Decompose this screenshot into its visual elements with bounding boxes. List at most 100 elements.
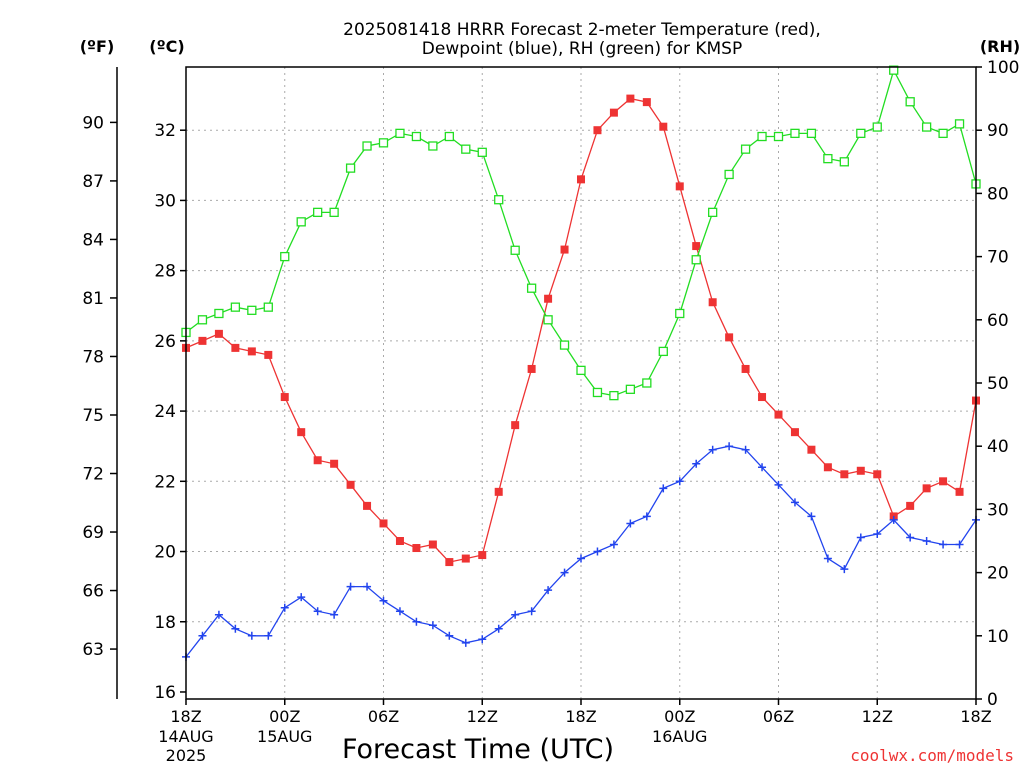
temperature-point	[560, 245, 569, 254]
dewpoint-point	[889, 515, 898, 524]
rh-point	[559, 340, 570, 350]
x-tick-label: 12Z	[467, 707, 498, 726]
x-axis-label: Forecast Time (UTC)	[342, 734, 614, 765]
dewpoint-point	[823, 554, 832, 563]
temperature-point	[873, 470, 882, 479]
celsius-tick-label: 28	[154, 262, 176, 282]
x-tick-sublabel: 15AUG	[257, 727, 312, 746]
rh-point	[345, 163, 356, 173]
fahrenheit-axis-ticks: 63 66 69 72 75 78 81 84 87 90	[82, 113, 117, 660]
dewpoint-point	[593, 547, 602, 556]
temperature-point	[198, 336, 207, 345]
dewpoint-point	[692, 459, 701, 468]
rh-point	[296, 217, 306, 227]
rh-tick-label: 80	[987, 184, 1009, 204]
rh-point	[740, 144, 751, 154]
celsius-unit-label: (ºC)	[149, 37, 184, 56]
temperature-point	[807, 445, 816, 454]
dewpoint-point	[412, 617, 421, 626]
grid-lines	[186, 67, 976, 699]
celsius-axis-ticks: 16 18 20 22 24 26 28 30 32	[154, 121, 186, 703]
fahrenheit-tick-label: 81	[82, 289, 104, 309]
x-tick-label: 12Z	[862, 707, 893, 726]
rh-point	[444, 131, 454, 142]
rh-point	[329, 207, 339, 218]
rh-point	[411, 131, 422, 142]
dewpoint-point	[428, 621, 437, 630]
x-tick-sublabel: 14AUG	[158, 727, 213, 746]
dewpoint-point	[807, 512, 816, 521]
fahrenheit-tick-label: 78	[82, 347, 104, 367]
temperature-point	[939, 477, 948, 486]
rh-point	[543, 315, 553, 325]
x-tick-sublabel: 16AUG	[652, 727, 707, 746]
rh-tick-label: 30	[987, 500, 1009, 520]
dewpoint-point	[790, 498, 799, 507]
rh-point	[263, 302, 273, 312]
rh-point	[576, 365, 586, 376]
temperature-point	[593, 126, 602, 135]
rh-point	[395, 128, 405, 139]
x-tick-label: 00Z	[664, 707, 695, 726]
temperature-series	[182, 94, 980, 567]
rh-point	[510, 245, 520, 255]
dewpoint-point	[247, 631, 256, 640]
fahrenheit-tick-label: 75	[82, 406, 104, 426]
rh-point	[230, 302, 241, 312]
fahrenheit-tick-label: 84	[82, 230, 104, 250]
rh-point	[625, 384, 636, 394]
x-tick-label: 18Z	[960, 707, 991, 726]
dewpoint-point	[922, 537, 931, 545]
temperature-point	[395, 537, 404, 545]
dewpoint-point	[544, 586, 553, 595]
temperature-point	[247, 347, 256, 356]
fahrenheit-unit-label: (ºF)	[80, 37, 115, 56]
dewpoint-point	[478, 635, 487, 644]
dewpoint-point	[231, 624, 240, 633]
temperature-point	[346, 480, 355, 489]
x-tick-label: 06Z	[368, 707, 399, 726]
temperature-point	[445, 558, 454, 567]
rh-tick-label: 10	[987, 627, 1009, 647]
rh-point	[823, 153, 833, 164]
temperature-point	[823, 463, 832, 472]
temperature-line	[185, 97, 977, 563]
rh-tick-label: 0	[987, 690, 998, 710]
dewpoint-point	[840, 565, 849, 574]
dewpoint-point	[395, 607, 404, 616]
rh-point	[856, 128, 866, 139]
temperature-point	[330, 459, 339, 468]
rh-tick-label: 90	[987, 121, 1009, 141]
dewpoint-point	[511, 610, 520, 619]
dewpoint-point	[379, 596, 388, 605]
temperature-point	[511, 421, 520, 430]
celsius-tick-label: 30	[154, 191, 176, 211]
rh-point	[214, 308, 224, 319]
dewpoint-point	[873, 529, 882, 538]
temperature-point	[527, 364, 536, 373]
dewpoint-point	[264, 631, 273, 640]
rh-tick-label: 70	[987, 248, 1009, 268]
dewpoint-point	[297, 593, 306, 602]
temperature-point	[758, 393, 767, 402]
temperature-point	[363, 501, 372, 510]
rh-point	[773, 131, 784, 142]
dewpoint-point	[741, 445, 750, 454]
temperature-point	[790, 428, 799, 437]
chart-subtitle: Dewpoint (blue), RH (green) for KMSP	[422, 39, 742, 59]
dewpoint-point	[330, 610, 339, 619]
rh-point	[428, 141, 438, 151]
rh-point	[790, 128, 800, 139]
rh-point	[954, 119, 965, 129]
fahrenheit-tick-label: 69	[82, 523, 104, 543]
dewpoint-point	[214, 610, 223, 619]
fahrenheit-tick-label: 72	[82, 465, 104, 485]
rh-point	[938, 128, 948, 139]
fahrenheit-tick-label: 87	[82, 172, 104, 192]
dewpoint-point	[708, 445, 717, 454]
temperature-point	[544, 294, 553, 303]
temperature-point	[774, 410, 783, 419]
rh-series	[181, 65, 981, 401]
temperature-point	[428, 540, 437, 549]
rh-tick-label: 50	[987, 374, 1009, 394]
